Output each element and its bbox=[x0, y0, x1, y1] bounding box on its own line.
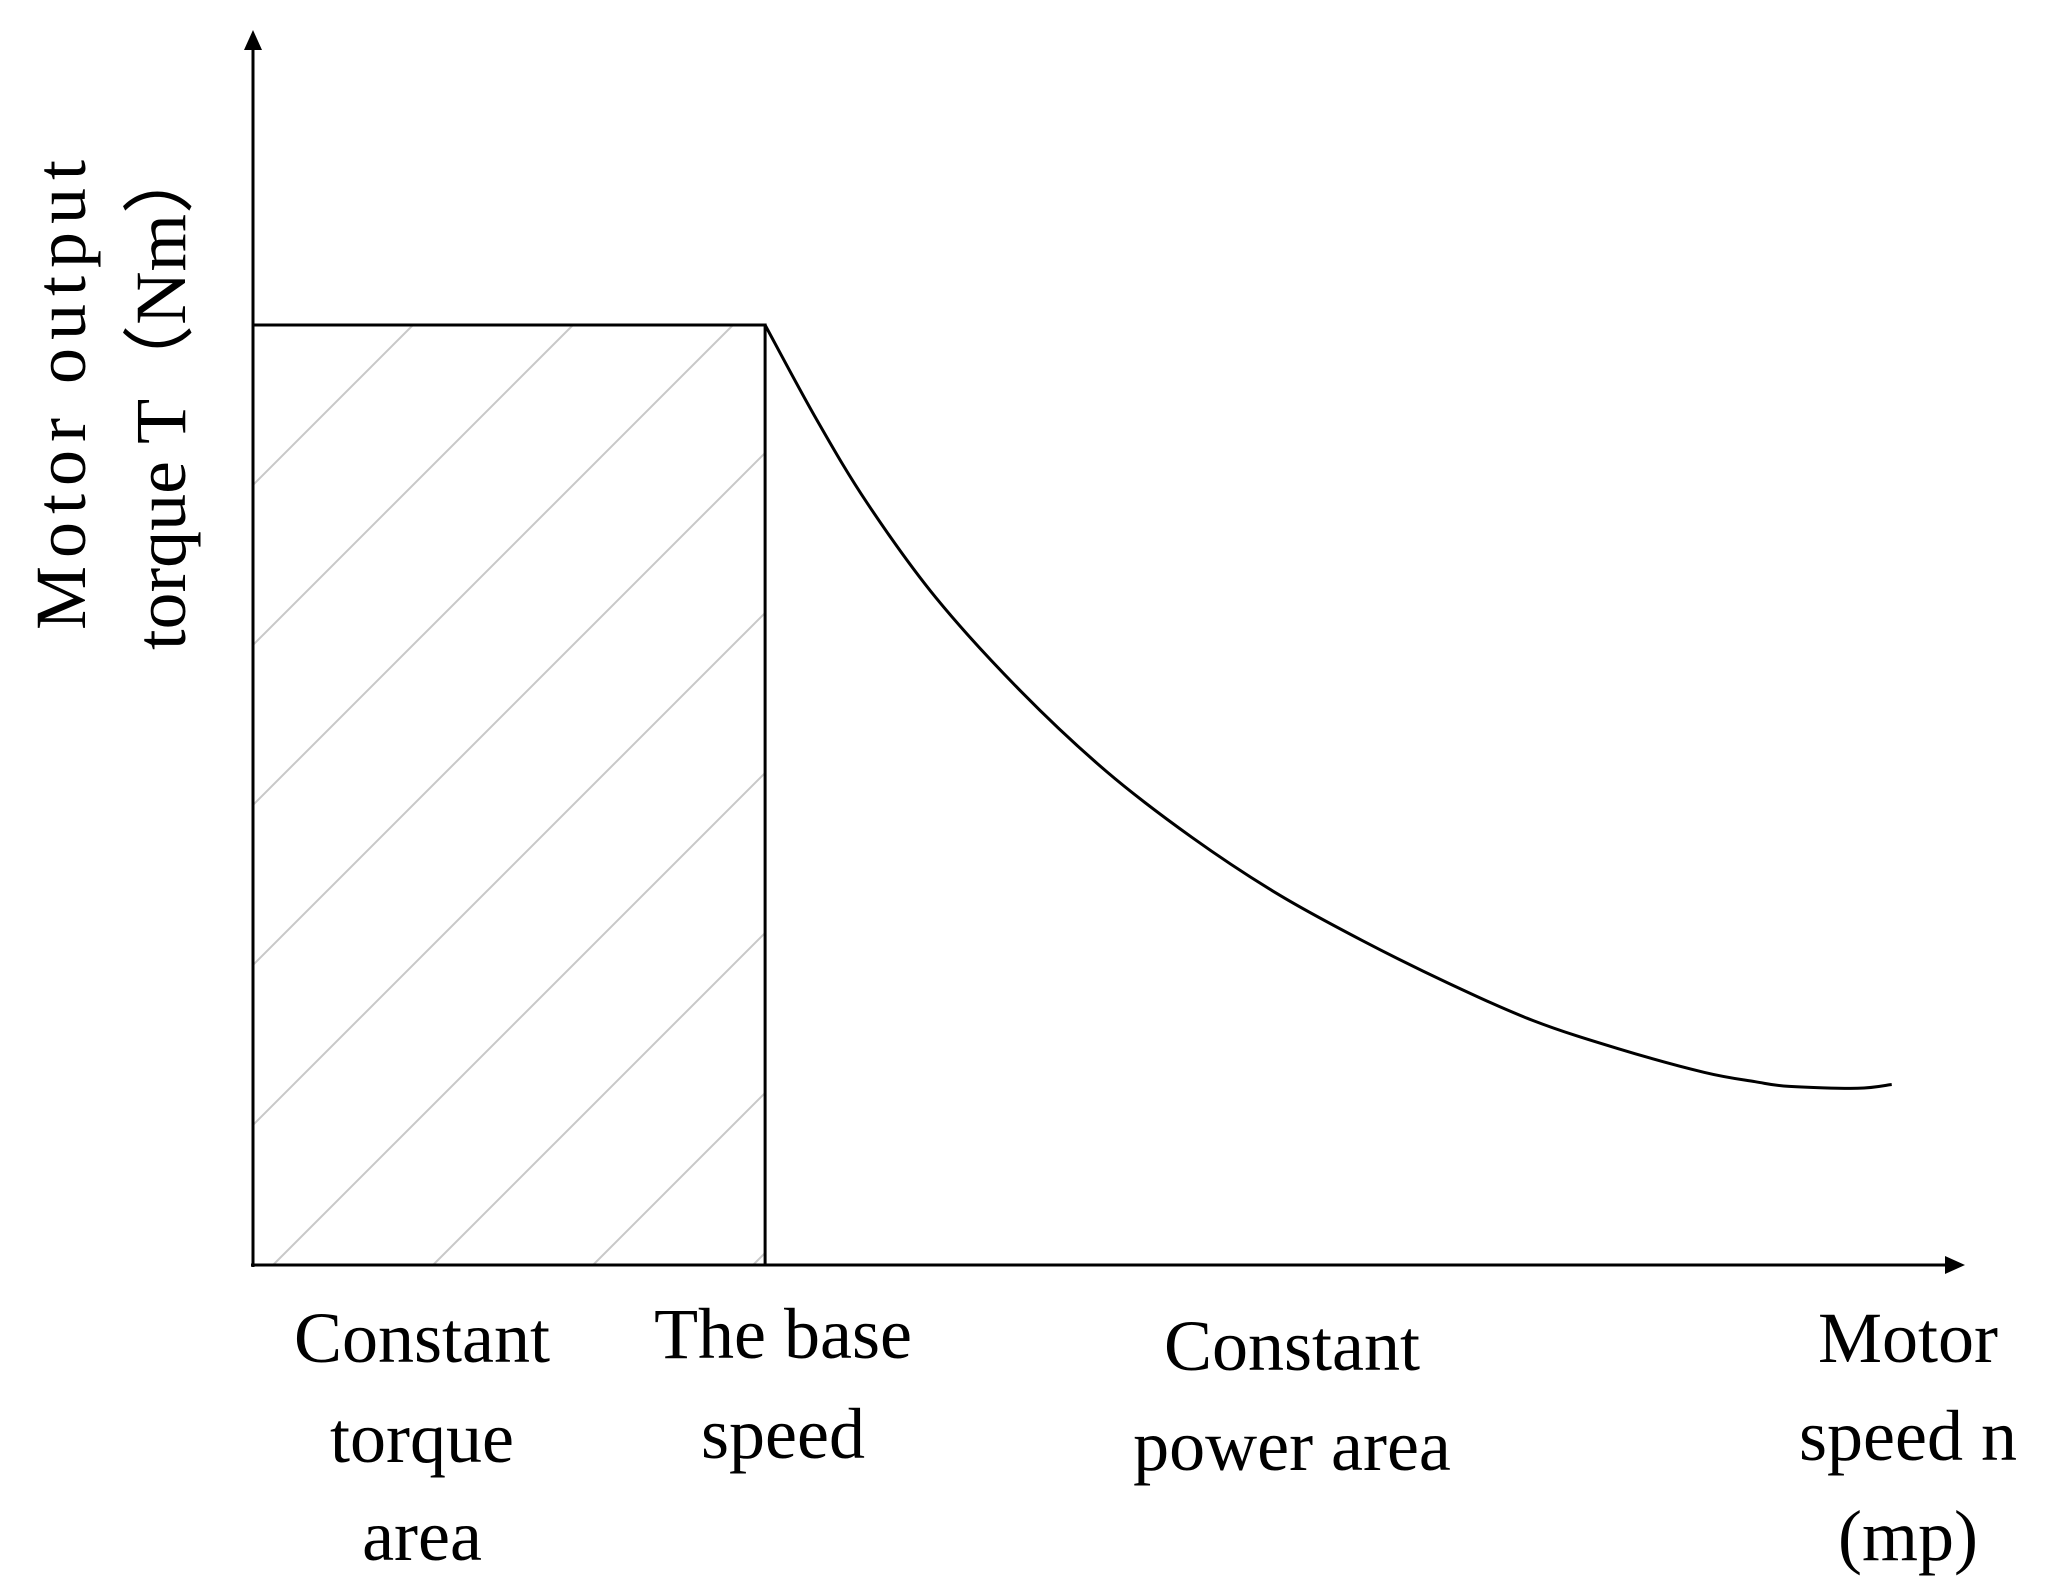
hatch-line bbox=[592, 1091, 766, 1265]
constant-torque-label: Constant torque area bbox=[294, 1298, 550, 1576]
constant-torque-label-line-3: area bbox=[362, 1496, 482, 1576]
constant-power-label-line-1: Constant bbox=[1164, 1306, 1420, 1386]
y-axis-label-line-1: Motor output bbox=[21, 160, 101, 630]
hatch-line bbox=[253, 325, 734, 807]
x-axis-label: Motor speed n (mp) bbox=[1799, 1298, 2017, 1576]
constant-power-label-line-2: power area bbox=[1133, 1406, 1451, 1486]
constant-power-label: Constant power area bbox=[1133, 1306, 1451, 1486]
hatch-line bbox=[1073, 325, 2013, 1265]
x-axis-label-line-3: (mp) bbox=[1838, 1496, 1978, 1576]
hatch-line bbox=[253, 611, 766, 1127]
hatch-line bbox=[752, 1251, 766, 1265]
constant-torque-label-line-2: torque bbox=[330, 1398, 514, 1478]
hatch-line bbox=[253, 325, 414, 487]
base-speed-label: The base speed bbox=[654, 1294, 912, 1474]
constant-power-curve bbox=[763, 324, 1892, 1090]
base-speed-label-line-2: speed bbox=[701, 1394, 865, 1474]
x-axis-label-line-1: Motor bbox=[1818, 1298, 1998, 1378]
y-axis-label: Motor output torque T（Nm） bbox=[21, 140, 201, 650]
hatch-line bbox=[1553, 325, 2047, 1265]
hatch-line bbox=[1233, 325, 2047, 1265]
base-speed-label-line-1: The base bbox=[654, 1294, 912, 1374]
constant-torque-hatch bbox=[253, 325, 2047, 1265]
hatch-line bbox=[1393, 325, 2047, 1265]
y-axis-label-line-2: torque T（Nm） bbox=[121, 140, 201, 650]
x-axis-arrow-icon bbox=[1945, 1256, 1965, 1274]
constant-torque-region-outline bbox=[251, 323, 767, 1267]
hatch-line bbox=[272, 771, 766, 1265]
hatch-line bbox=[253, 451, 766, 967]
x-axis-label-line-2: speed n bbox=[1799, 1396, 2017, 1476]
y-axis-arrow-icon bbox=[244, 30, 262, 50]
constant-torque-label-line-1: Constant bbox=[294, 1298, 550, 1378]
hatch-line bbox=[913, 325, 1853, 1265]
hatch-line bbox=[253, 325, 574, 647]
hatch-line bbox=[432, 931, 766, 1265]
